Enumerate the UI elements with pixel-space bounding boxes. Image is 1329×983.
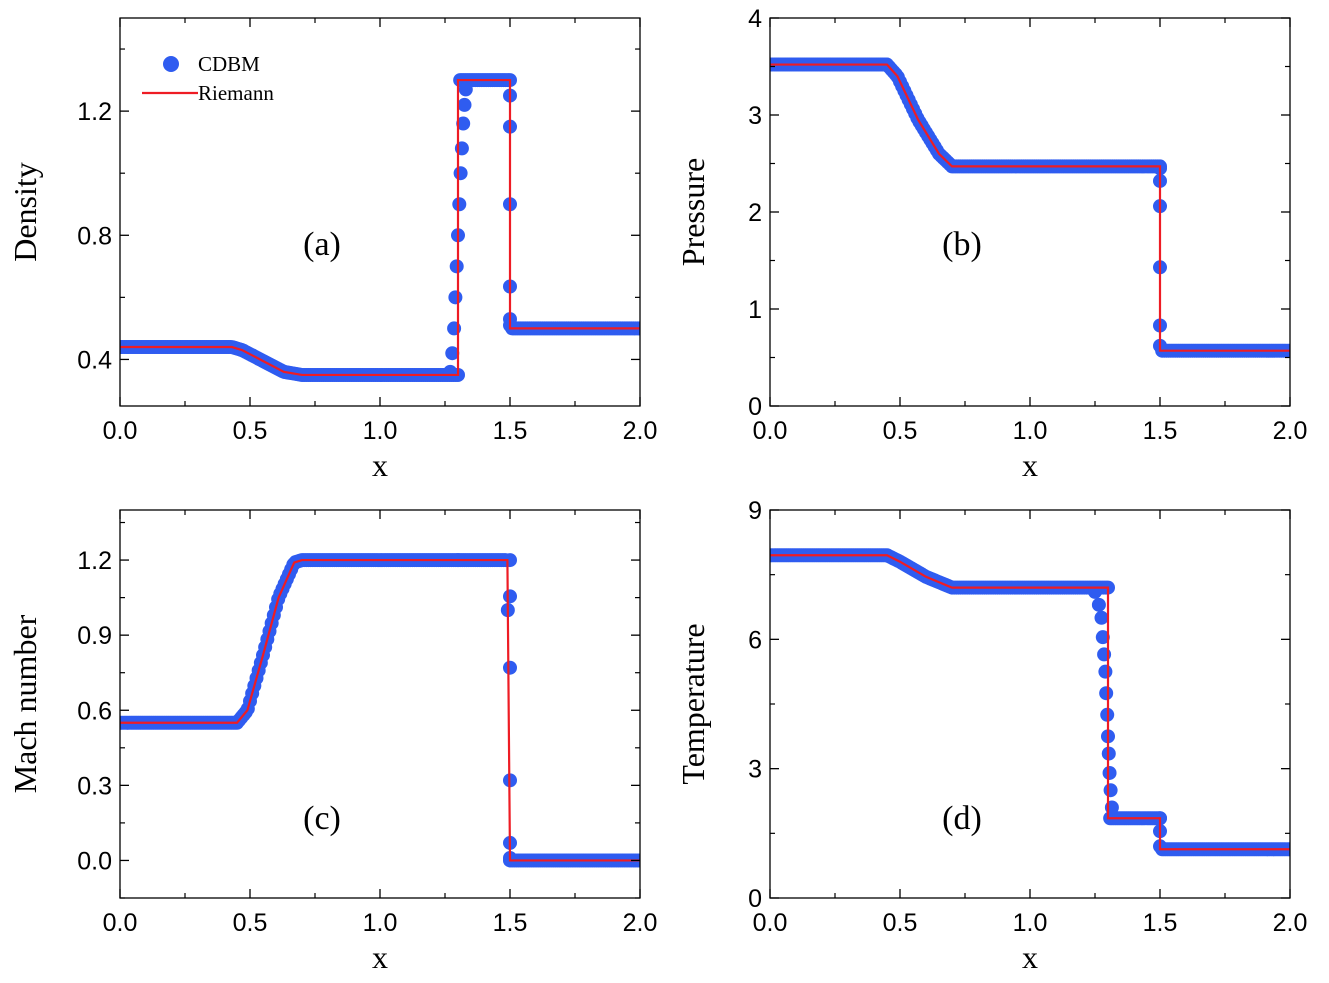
y-tick-label: 0.4 <box>77 346 112 374</box>
x-tick-label: 1.5 <box>493 909 528 937</box>
y-axis-title: Pressure <box>675 158 711 266</box>
cdbm-point <box>457 97 472 112</box>
x-tick-label: 2.0 <box>1273 909 1308 937</box>
x-tick-label: 0.5 <box>233 909 268 937</box>
cdbm-point <box>1102 765 1117 780</box>
cdbm-point <box>503 589 517 604</box>
x-tick-label: 1.0 <box>363 417 398 445</box>
y-axis-title: Mach number <box>7 614 43 793</box>
y-tick-label: 1.2 <box>77 98 112 126</box>
y-tick-label: 3 <box>748 102 762 130</box>
riemann-line <box>120 558 640 862</box>
cdbm-point <box>1099 686 1114 701</box>
cdbm-point <box>452 197 467 212</box>
legend-cdbm-marker <box>163 56 179 72</box>
cdbm-point <box>1091 597 1106 612</box>
x-tick-label: 1.5 <box>493 417 528 445</box>
plot-frame <box>119 509 641 899</box>
y-tick-label: 1.2 <box>77 547 112 575</box>
x-tick-label: 0.0 <box>753 909 788 937</box>
cdbm-point <box>453 166 468 181</box>
cdbm-point <box>1098 664 1113 679</box>
x-tick-label: 0.5 <box>883 909 918 937</box>
y-axis-title: Density <box>7 162 43 262</box>
x-tick-label: 1.5 <box>1143 909 1178 937</box>
panel-label: (b) <box>942 226 982 263</box>
riemann-line <box>120 78 640 377</box>
x-tick-label: 2.0 <box>1273 417 1308 445</box>
x-axis-title: x <box>372 447 388 483</box>
panel-label: (c) <box>303 800 341 837</box>
cdbm-point <box>449 259 464 274</box>
legend-riemann-label: Riemann <box>198 81 274 105</box>
x-tick-label: 2.0 <box>623 417 658 445</box>
cdbm-point <box>1095 630 1110 645</box>
plot-frame <box>769 509 1291 899</box>
panel-label: (a) <box>303 226 341 263</box>
panel-label: (d) <box>942 800 982 837</box>
x-tick-label: 1.0 <box>1013 909 1048 937</box>
y-tick-label: 0.3 <box>77 772 112 800</box>
riemann-line <box>770 554 1290 851</box>
legend-cdbm-label: CDBM <box>198 52 260 76</box>
legend: CDBM Riemann <box>142 52 274 105</box>
x-tick-label: 1.0 <box>363 909 398 937</box>
cdbm-point <box>445 346 460 361</box>
cdbm-point <box>1094 610 1109 625</box>
y-tick-label: 1 <box>748 296 762 324</box>
cdbm-series <box>120 73 640 382</box>
cdbm-point <box>448 290 463 305</box>
y-tick-label: 3 <box>748 756 762 784</box>
cdbm-point <box>443 364 458 379</box>
y-tick-label: 0.0 <box>77 847 112 875</box>
panel-c-mach-number: 0.0 0.5 1.0 1.5 2.0 0.0 0.3 0.6 0.9 1.2 x Mach numb… <box>7 509 658 975</box>
x-axis-title: x <box>1022 447 1038 483</box>
x-tick-label: 1.0 <box>1013 417 1048 445</box>
riemann-line <box>770 63 1290 352</box>
y-tick-label: 6 <box>748 626 762 654</box>
cdbm-series <box>120 553 640 868</box>
y-tick-label: 0 <box>748 885 762 913</box>
x-axis-title: x <box>1022 939 1038 975</box>
x-tick-label: 0.0 <box>753 417 788 445</box>
y-tick-label: 4 <box>748 5 762 33</box>
y-tick-label: 0.6 <box>77 697 112 725</box>
x-tick-label: 0.5 <box>233 417 268 445</box>
cdbm-series <box>770 548 1290 857</box>
x-tick-label: 0.0 <box>103 417 138 445</box>
cdbm-series <box>770 57 1290 358</box>
panel-b-pressure: 0.0 0.5 1.0 1.5 2.0 0 1 2 3 4 x Pressure (b) <box>675 5 1307 483</box>
panel-d-temperature: 0.0 0.5 1.0 1.5 2.0 0 3 6 9 x Temperature (d) <box>675 497 1307 975</box>
y-tick-label: 2 <box>748 199 762 227</box>
cdbm-point <box>456 116 471 131</box>
y-tick-label: 0.9 <box>77 622 112 650</box>
x-tick-label: 2.0 <box>623 909 658 937</box>
cdbm-point <box>1103 783 1118 798</box>
y-tick-label: 9 <box>748 497 762 525</box>
y-tick-label: 0 <box>748 393 762 421</box>
panel-a-density: 0.0 0.5 1.0 1.5 2.0 0.4 0.8 1.2 x Density (a) CDBM R… <box>7 17 658 483</box>
y-axis-title: Temperature <box>675 623 711 784</box>
cdbm-point <box>503 660 517 675</box>
x-tick-label: 0.5 <box>883 417 918 445</box>
cdbm-point <box>458 82 473 97</box>
x-axis-title: x <box>372 939 388 975</box>
x-tick-label: 0.0 <box>103 909 138 937</box>
x-tick-label: 1.5 <box>1143 417 1178 445</box>
y-tick-label: 0.8 <box>77 222 112 250</box>
